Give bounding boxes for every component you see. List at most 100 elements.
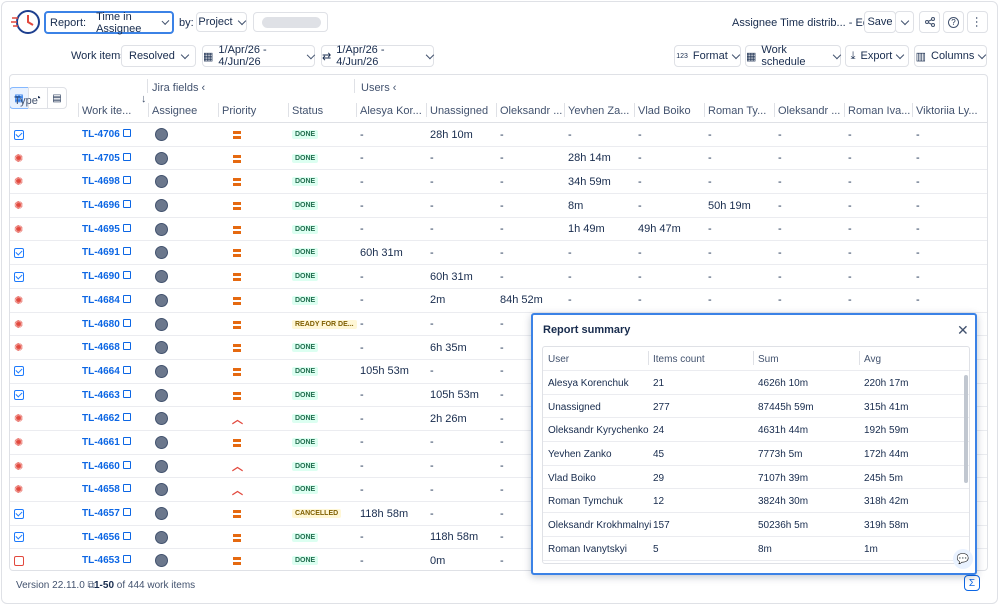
close-icon[interactable]: ✕	[957, 322, 969, 338]
column-header[interactable]: Assignee	[152, 104, 198, 117]
column-header[interactable]: Roman Iva...	[848, 104, 911, 117]
columns-button[interactable]: ▥ Columns	[914, 45, 987, 67]
save-button[interactable]: Save	[864, 11, 896, 33]
table-row[interactable]: ✺ TL-4668 〓 DONE - 6h 35m -	[10, 336, 987, 360]
table-row[interactable]: TL-4653 〓 DONE - 0m -	[10, 549, 987, 570]
work-item-link[interactable]: TL-4706	[82, 129, 131, 140]
work-item-link[interactable]: TL-4695	[82, 223, 131, 235]
column-header[interactable]: Vlad Boiko	[638, 104, 691, 117]
sum-icon[interactable]: Σ	[964, 575, 980, 591]
table-scrollbar[interactable]	[987, 303, 988, 428]
time-value: -	[778, 199, 782, 212]
work-item-link[interactable]: TL-4691	[82, 247, 131, 258]
column-header[interactable]: Type	[14, 94, 38, 107]
work-item-link[interactable]: TL-4696	[82, 200, 131, 211]
time-value: -	[500, 507, 504, 520]
column-header[interactable]: Alesya Kor...	[360, 104, 422, 117]
table-row[interactable]: ✺ TL-4658 ︿ DONE - - -	[10, 478, 987, 502]
group-by-dropdown[interactable]: Project	[196, 12, 247, 32]
summary-row: Alesya Korenchuk 21 4626h 10m 220h 17m	[543, 371, 969, 395]
table-row[interactable]: ✺ TL-4662 ︿ DONE - 2h 26m -	[10, 407, 987, 431]
group-users[interactable]: Users ‹	[361, 82, 397, 94]
work-item-link[interactable]: TL-4662	[82, 413, 131, 424]
summary-column-header[interactable]: Sum	[758, 354, 779, 365]
table-row[interactable]: ✺ TL-4705 〓 DONE - - - 28h 14m - - - - -	[10, 147, 987, 171]
table-row[interactable]: ✺ TL-4661 〓 DONE - - -	[10, 431, 987, 455]
table-row[interactable]: ✺ TL-4696 〓 DONE - - - 8m - 50h 19m - - -	[10, 194, 987, 218]
table-row[interactable]: TL-4657 〓 CANCELLED 118h 58m - -	[10, 502, 987, 526]
summary-row: Oleksandr Kyrychenko 24 4631h 44m 192h 59m	[543, 418, 969, 443]
summary-cell: 315h 41m	[864, 401, 909, 413]
column-header[interactable]: Viktoriia Ly...	[916, 104, 978, 117]
chevron-down-icon	[833, 50, 842, 59]
more-button[interactable]: ···	[967, 11, 988, 33]
export-button[interactable]: ⤓ Export	[845, 45, 909, 67]
work-item-link[interactable]: TL-4668	[82, 342, 131, 353]
status-badge: DONE	[292, 130, 319, 139]
column-header[interactable]: Status	[292, 104, 324, 117]
summary-column-header[interactable]: Items count	[653, 354, 705, 365]
time-value: -	[568, 246, 572, 259]
column-header[interactable]: Priority	[222, 104, 257, 117]
summary-cell: 45	[653, 449, 665, 461]
help-button[interactable]: ?	[943, 11, 964, 33]
status-badge: DONE	[292, 272, 319, 282]
work-item-link[interactable]: TL-4680	[82, 318, 131, 330]
table-row[interactable]: ✺ TL-4660 ︿ DONE - - -	[10, 455, 987, 479]
work-item-link[interactable]: TL-4657	[82, 508, 131, 519]
date-range-2[interactable]: ⇄ 1/Apr/26 - 4/Jun/26	[321, 44, 435, 68]
work-item-link[interactable]: TL-4684	[82, 294, 131, 306]
table-row[interactable]: TL-4663 〓 DONE - 105h 53m -	[10, 384, 987, 408]
work-item-link[interactable]: TL-4653	[82, 555, 131, 566]
time-value: 1h 49m	[568, 223, 605, 236]
table-row[interactable]: TL-4691 〓 DONE 60h 31m - - - - - - - -	[10, 241, 987, 266]
work-item-link[interactable]: TL-4663	[82, 389, 131, 401]
column-header[interactable]: Oleksandr ...	[500, 104, 563, 117]
time-value: -	[360, 460, 364, 473]
table-row[interactable]: TL-4656 〓 DONE - 118h 58m -	[10, 526, 987, 550]
group-jira-fields[interactable]: Jira fields ‹	[152, 82, 206, 94]
table-row[interactable]: ✺ TL-4698 〓 DONE - - - 34h 59m - - - - -	[10, 170, 987, 195]
column-header[interactable]: Oleksandr ...	[778, 104, 841, 117]
column-header[interactable]: Yevhen Za...	[568, 104, 630, 117]
save-options-button[interactable]	[895, 11, 914, 33]
date-range-1[interactable]: ▦ 1/Apr/26 - 4/Jun/26	[202, 44, 316, 68]
table-row[interactable]: TL-4664 〓 DONE 105h 53m - -	[10, 360, 987, 384]
time-value: -	[430, 460, 434, 473]
report-selector[interactable]: Report: Time in Assignee	[44, 9, 174, 37]
time-value: -	[778, 223, 782, 236]
table-row[interactable]: ✺ TL-4684 〓 DONE - 2m 84h 52m - - - - - -	[10, 289, 987, 313]
table-row[interactable]: TL-4690 〓 DONE - 60h 31m - - - - - - -	[10, 265, 987, 289]
work-item-link[interactable]: TL-4656	[82, 531, 131, 543]
feedback-chat-icon[interactable]: 💬	[953, 549, 973, 569]
table-row[interactable]: TL-4706 〓 DONE - 28h 10m - - - - - - -	[10, 123, 987, 147]
work-item-link[interactable]: TL-4690	[82, 271, 131, 282]
summary-column-header[interactable]: User	[548, 354, 570, 365]
column-header[interactable]: Unassigned	[430, 104, 489, 117]
work-item-link[interactable]: TL-4705	[82, 152, 131, 164]
work-items-dropdown[interactable]: Resolved	[121, 45, 196, 67]
column-header[interactable]: Roman Ty...	[708, 104, 767, 117]
sort-desc-icon[interactable]: ↓	[141, 93, 147, 105]
table-row[interactable]: ✺ TL-4680 〓 READY FOR DE... - - -	[10, 313, 987, 337]
summary-column-header[interactable]: Avg	[864, 354, 882, 365]
work-item-link[interactable]: TL-4698	[82, 176, 131, 187]
work-schedule-button[interactable]: ▦ Work schedule	[745, 44, 842, 68]
work-item-link[interactable]: TL-4661	[82, 436, 131, 448]
table-row[interactable]: ✺ TL-4695 〓 DONE - - - 1h 49m 49h 47m - - - -	[10, 218, 987, 242]
report-dropdown[interactable]: Time in Assignee	[92, 9, 172, 37]
format-button[interactable]: 123 Format	[674, 45, 741, 67]
work-item-link[interactable]: TL-4658	[82, 484, 131, 495]
project-filter-placeholder[interactable]	[253, 12, 328, 32]
work-item-link[interactable]: TL-4660	[82, 460, 131, 472]
time-value: -	[848, 128, 852, 141]
summary-cell: 7107h 39m	[758, 472, 809, 484]
share-button[interactable]	[919, 11, 940, 33]
pivot-view-toggle[interactable]: ▤	[47, 87, 67, 109]
column-header[interactable]: Work ite...	[82, 104, 132, 117]
time-value: 49h 47m	[638, 223, 681, 236]
work-item-link[interactable]: TL-4664	[82, 365, 131, 377]
avatar	[155, 483, 168, 497]
work-items-value: Resolved	[129, 50, 175, 62]
summary-scrollbar[interactable]	[964, 375, 968, 483]
